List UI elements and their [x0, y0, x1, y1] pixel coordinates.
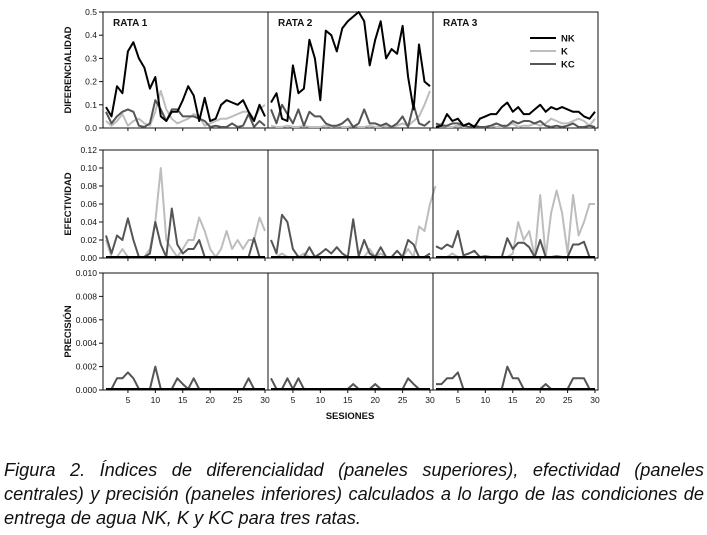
legend-label-kc: KC — [561, 60, 575, 71]
x-tick-label: 5 — [126, 395, 131, 405]
y-tick-label: 0.004 — [76, 338, 98, 348]
y-tick-label: 0.06 — [80, 199, 97, 209]
y-tick-label: 0.2 — [85, 77, 97, 87]
series-k-line — [105, 167, 266, 258]
panel-r3-c3: 5 10 15 20 25 30 — [432, 272, 600, 405]
y-axis-label: EFECTIVIDAD — [63, 172, 74, 235]
x-tick-label: 20 — [535, 395, 545, 405]
y-tick-label: 0.12 — [80, 145, 97, 155]
panel-r1-c1: RATA 1 — [102, 11, 269, 131]
x-tick-label: 30 — [590, 395, 600, 405]
x-axis-label: SESIONES — [326, 411, 375, 422]
panel-title: RATA 3 — [443, 18, 478, 29]
y-axis-label: DIFERENCIALIDAD — [63, 26, 74, 113]
x-tick-label: 20 — [370, 395, 380, 405]
panel-r1-c3: RATA 3 — [432, 11, 599, 131]
x-tick-label: 10 — [481, 395, 491, 405]
series-kc-line — [270, 377, 430, 390]
legend: NK K KC — [530, 34, 575, 71]
panel-r2-c1 — [102, 149, 269, 261]
y-tick-label: 0.0 — [85, 123, 97, 133]
series-nk-line — [435, 101, 596, 128]
series-kc-line — [270, 103, 431, 128]
y-axis-label: PRECISIÓN — [62, 305, 74, 357]
y-tick-label: 0.5 — [85, 7, 97, 17]
y-tick-label: 0.08 — [80, 181, 97, 191]
y-tick-label: 0.10 — [80, 163, 97, 173]
panel-frame — [267, 272, 434, 391]
x-tick-label: 25 — [398, 395, 408, 405]
series-kc-line — [106, 365, 265, 390]
series-kc-line — [105, 207, 265, 258]
series-k-line — [270, 90, 431, 128]
y-tick-label: 0.000 — [76, 385, 98, 395]
series-kc-line — [435, 230, 595, 258]
figure-panels: DIFERENCIALIDAD 0.0 0.1 0.2 0.3 0.4 0.5 RATA 1 R… — [62, 7, 600, 422]
panel-r3-c2: 5 10 15 20 25 30 — [267, 272, 435, 405]
series-kc-line — [270, 213, 431, 258]
row-3: PRECISIÓN 0.000 0.002 0.004 0.006 0.008 0.010 5… — [62, 268, 600, 405]
x-tick-label: 20 — [205, 395, 215, 405]
panel-title: RATA 2 — [278, 18, 313, 29]
y-tick-label: 0.02 — [80, 235, 97, 245]
row-2: EFECTIVIDAD 0.00 0.02 0.04 0.06 0.08 0.10 0.12 — [63, 145, 599, 263]
panel-title: RATA 1 — [113, 18, 148, 29]
panel-r3-c1: 5 10 15 20 25 30 — [102, 272, 270, 405]
y-tick-label: 0.010 — [76, 268, 98, 278]
panel-r2-c2 — [267, 149, 437, 261]
series-nk-line — [105, 41, 266, 122]
y-tick-label: 0.006 — [76, 315, 98, 325]
y-tick-label: 0.04 — [80, 217, 97, 227]
x-tick-label: 25 — [563, 395, 573, 405]
x-tick-label: 30 — [260, 395, 270, 405]
x-tick-label: 5 — [456, 395, 461, 405]
y-tick-label: 0.00 — [80, 253, 97, 263]
y-tick-label: 0.002 — [76, 362, 98, 372]
panel-r2-c3 — [432, 149, 599, 261]
series-nk-line — [270, 11, 431, 122]
x-tick-label: 10 — [151, 395, 161, 405]
panel-frame — [102, 149, 269, 259]
series-k-line — [435, 117, 596, 128]
x-tick-label: 30 — [425, 395, 435, 405]
panel-frame — [102, 11, 269, 129]
y-tick-label: 0.3 — [85, 53, 97, 63]
y-tick-label: 0.4 — [85, 30, 97, 40]
x-tick-label: 5 — [291, 395, 296, 405]
panel-frame — [432, 11, 599, 129]
x-tick-label: 25 — [233, 395, 243, 405]
y-tick-label: 0.008 — [76, 291, 98, 301]
y-tick-label: 0.1 — [85, 100, 97, 110]
x-tick-label: 10 — [316, 395, 326, 405]
row-1: DIFERENCIALIDAD 0.0 0.1 0.2 0.3 0.4 0.5 RATA 1 R… — [63, 7, 599, 133]
x-tick-label: 15 — [508, 395, 518, 405]
x-tick-label: 15 — [178, 395, 188, 405]
x-tick-label: 15 — [343, 395, 353, 405]
legend-label-k: K — [561, 47, 568, 58]
series-k-line — [105, 89, 266, 127]
panel-r1-c2: RATA 2 — [267, 11, 434, 131]
legend-label-nk: NK — [561, 34, 575, 45]
series-kc-line — [436, 365, 595, 390]
figure-caption: Figura 2. Índices de diferencialidad (pa… — [4, 460, 704, 528]
series-kc-line — [105, 99, 266, 128]
